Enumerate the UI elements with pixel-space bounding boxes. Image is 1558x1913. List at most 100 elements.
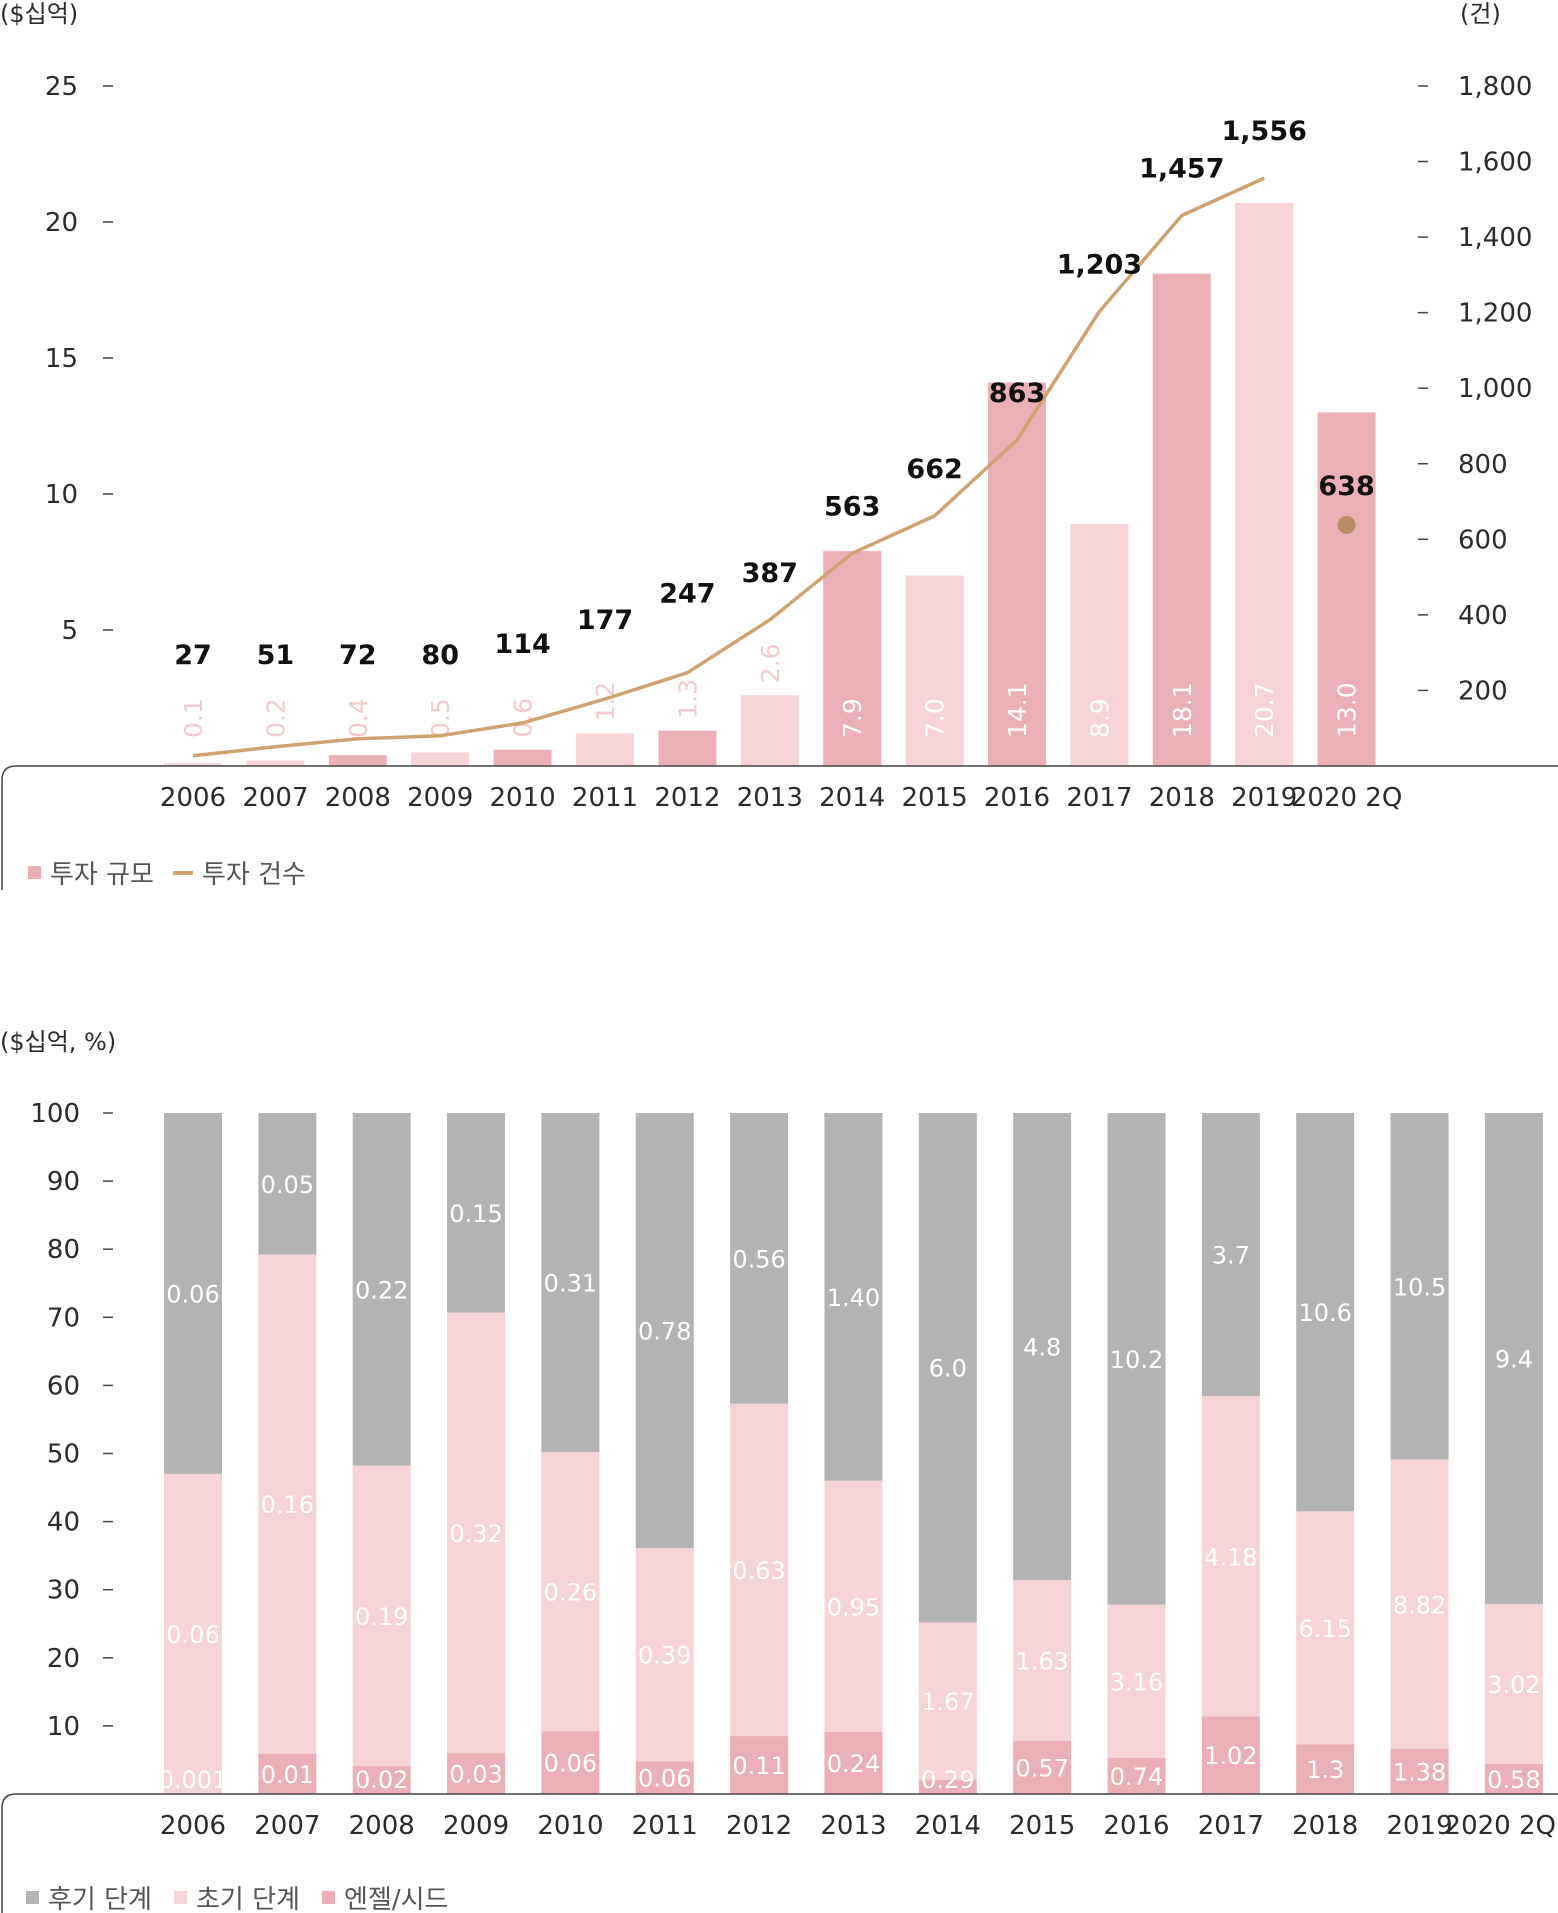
early-stage-segment [824,1480,883,1733]
x-tick-label: 2017 [1066,783,1132,813]
y-axis-ticks: 10 20 30 40 50 60 70 80 90 100 [30,1099,113,1742]
investment-size-bar [1070,523,1129,766]
chart2-legend: 후기 단계 초기 단계 엔젤/시드 [26,1885,448,1913]
late-stage-label: 6.0 [929,1355,967,1383]
x-axis-labels: 2006 2007 2008 2009 2010 2011 2012 2013 2014 2015… [160,1811,1556,1841]
legend-size-label: 투자 규모 [50,860,154,890]
late-stage-segment [918,1113,977,1623]
legend-late-swatch [26,1891,39,1904]
late-stage-segment [352,1113,411,1466]
seed-stage-label: 0.01 [261,1761,314,1789]
seed-stage-segment [1390,1749,1449,1794]
investment-size-bar [823,551,882,766]
seed-stage-label: 1.3 [1306,1756,1344,1784]
investment-size-bar [905,575,964,766]
early-stage-label: 6.15 [1298,1615,1351,1643]
seed-stage-label: 0.06 [544,1750,597,1778]
early-stage-label: 0.32 [449,1520,502,1548]
seed-stage-label: 0.24 [827,1750,880,1778]
right-tick-label: 600 [1458,525,1508,555]
early-stage-segment [635,1548,694,1762]
count-value-label: 80 [421,640,459,671]
seed-stage-segment [447,1753,506,1794]
bar-value-label: 20.7 [1250,682,1279,738]
bar-value-label: 0.1 [179,698,208,738]
late-stage-label: 1.40 [827,1284,880,1312]
y-tick-label: 80 [47,1235,80,1265]
early-stage-label: 0.63 [732,1557,785,1585]
count-value-label: 563 [824,491,880,522]
early-stage-label: 1.67 [921,1688,974,1716]
x-tick-label: 2019 [1386,1811,1452,1841]
early-stage-segment [164,1473,222,1794]
y-tick-label: 70 [47,1303,80,1333]
late-stage-label: 0.56 [732,1245,785,1273]
late-stage-segment [1107,1113,1166,1605]
x-tick-label: 2008 [325,783,391,813]
investment-size-bar [740,695,799,766]
bar-value-label: 0.2 [261,698,290,738]
seed-stage-segment [541,1731,600,1794]
x-tick-label: 2018 [1149,783,1215,813]
early-stage-label: 0.95 [827,1593,880,1621]
seed-stage-segment [352,1766,411,1794]
right-tick-label: 1,000 [1458,374,1532,404]
legend-size-swatch [28,866,41,879]
x-tick-label: 2014 [915,1811,981,1841]
early-stage-label: 3.02 [1487,1671,1540,1699]
bar-value-label: 14.1 [1003,682,1032,738]
late-stage-segment [635,1113,694,1549]
left-axis-unit: ($십억) [0,0,78,28]
legend-early-label: 초기 단계 [196,1885,300,1913]
investment-size-bars: 0.1 0.2 0.4 0.5 0.6 1.2 1.32.67.9 7.0 14.1 8.9 18.… [164,202,1376,766]
x-tick-label: 2011 [632,1811,698,1841]
investment-size-bar [493,749,552,766]
left-tick-label: 20 [45,208,78,238]
count-value-label: 1,457 [1139,154,1224,185]
x-tick-label: 2010 [490,783,556,813]
early-stage-segment [1013,1580,1072,1741]
early-stage-label: 0.19 [355,1603,408,1631]
late-stage-label: 10.5 [1393,1273,1446,1301]
late-stage-segment [1296,1113,1355,1512]
x-tick-label: 2011 [572,783,638,813]
late-stage-segment [1013,1113,1072,1581]
seed-stage-label: 0.58 [1487,1766,1540,1794]
early-stage-segment [1201,1396,1260,1717]
seed-stage-segment [730,1736,789,1794]
stage-stacked-bars: 0.06 0.06 0.001 0.05 0.16 0.01 0.22 0.19 0.02 0.1… [159,1113,1543,1794]
count-value-label: 51 [257,640,295,671]
early-stage-label: 3.16 [1110,1668,1163,1696]
count-value-label: 114 [494,629,550,660]
early-stage-label: 8.82 [1393,1591,1446,1619]
investment-size-bar [1152,273,1211,766]
bar-value-label: 0.6 [509,698,538,738]
y-tick-label: 90 [47,1167,80,1197]
bar-value-label: 2.6 [756,644,785,684]
y-tick-label: 10 [47,1712,80,1742]
y-tick-label: 30 [47,1576,80,1606]
early-stage-segment [730,1403,789,1737]
count-value-label: 638 [1318,471,1374,502]
late-stage-segment [447,1113,506,1313]
early-stage-segment [541,1452,600,1732]
left-axis-ticks: 5 10 15 20 25 [45,72,113,646]
late-stage-label: 10.6 [1298,1299,1351,1327]
count-value-label: 72 [339,640,377,671]
late-stage-label: 0.78 [638,1318,691,1346]
right-axis-ticks: 200 400 600 800 1,000 1,200 1,400 1,600 1,800 [1418,72,1532,706]
late-stage-label: 0.15 [449,1200,502,1228]
early-stage-segment [1296,1511,1355,1745]
x-tick-label: 2015 [1009,1811,1075,1841]
late-stage-segment [824,1113,883,1481]
x-tick-label: 2006 [160,1811,226,1841]
seed-stage-label: 0.03 [449,1761,502,1789]
seed-stage-label: 0.74 [1110,1763,1163,1791]
left-tick-label: 15 [45,344,78,374]
x-tick-label: 2013 [820,1811,886,1841]
early-stage-segment [1390,1459,1449,1750]
x-tick-label: 2007 [242,783,308,813]
bar-value-label: 1.3 [673,679,702,719]
